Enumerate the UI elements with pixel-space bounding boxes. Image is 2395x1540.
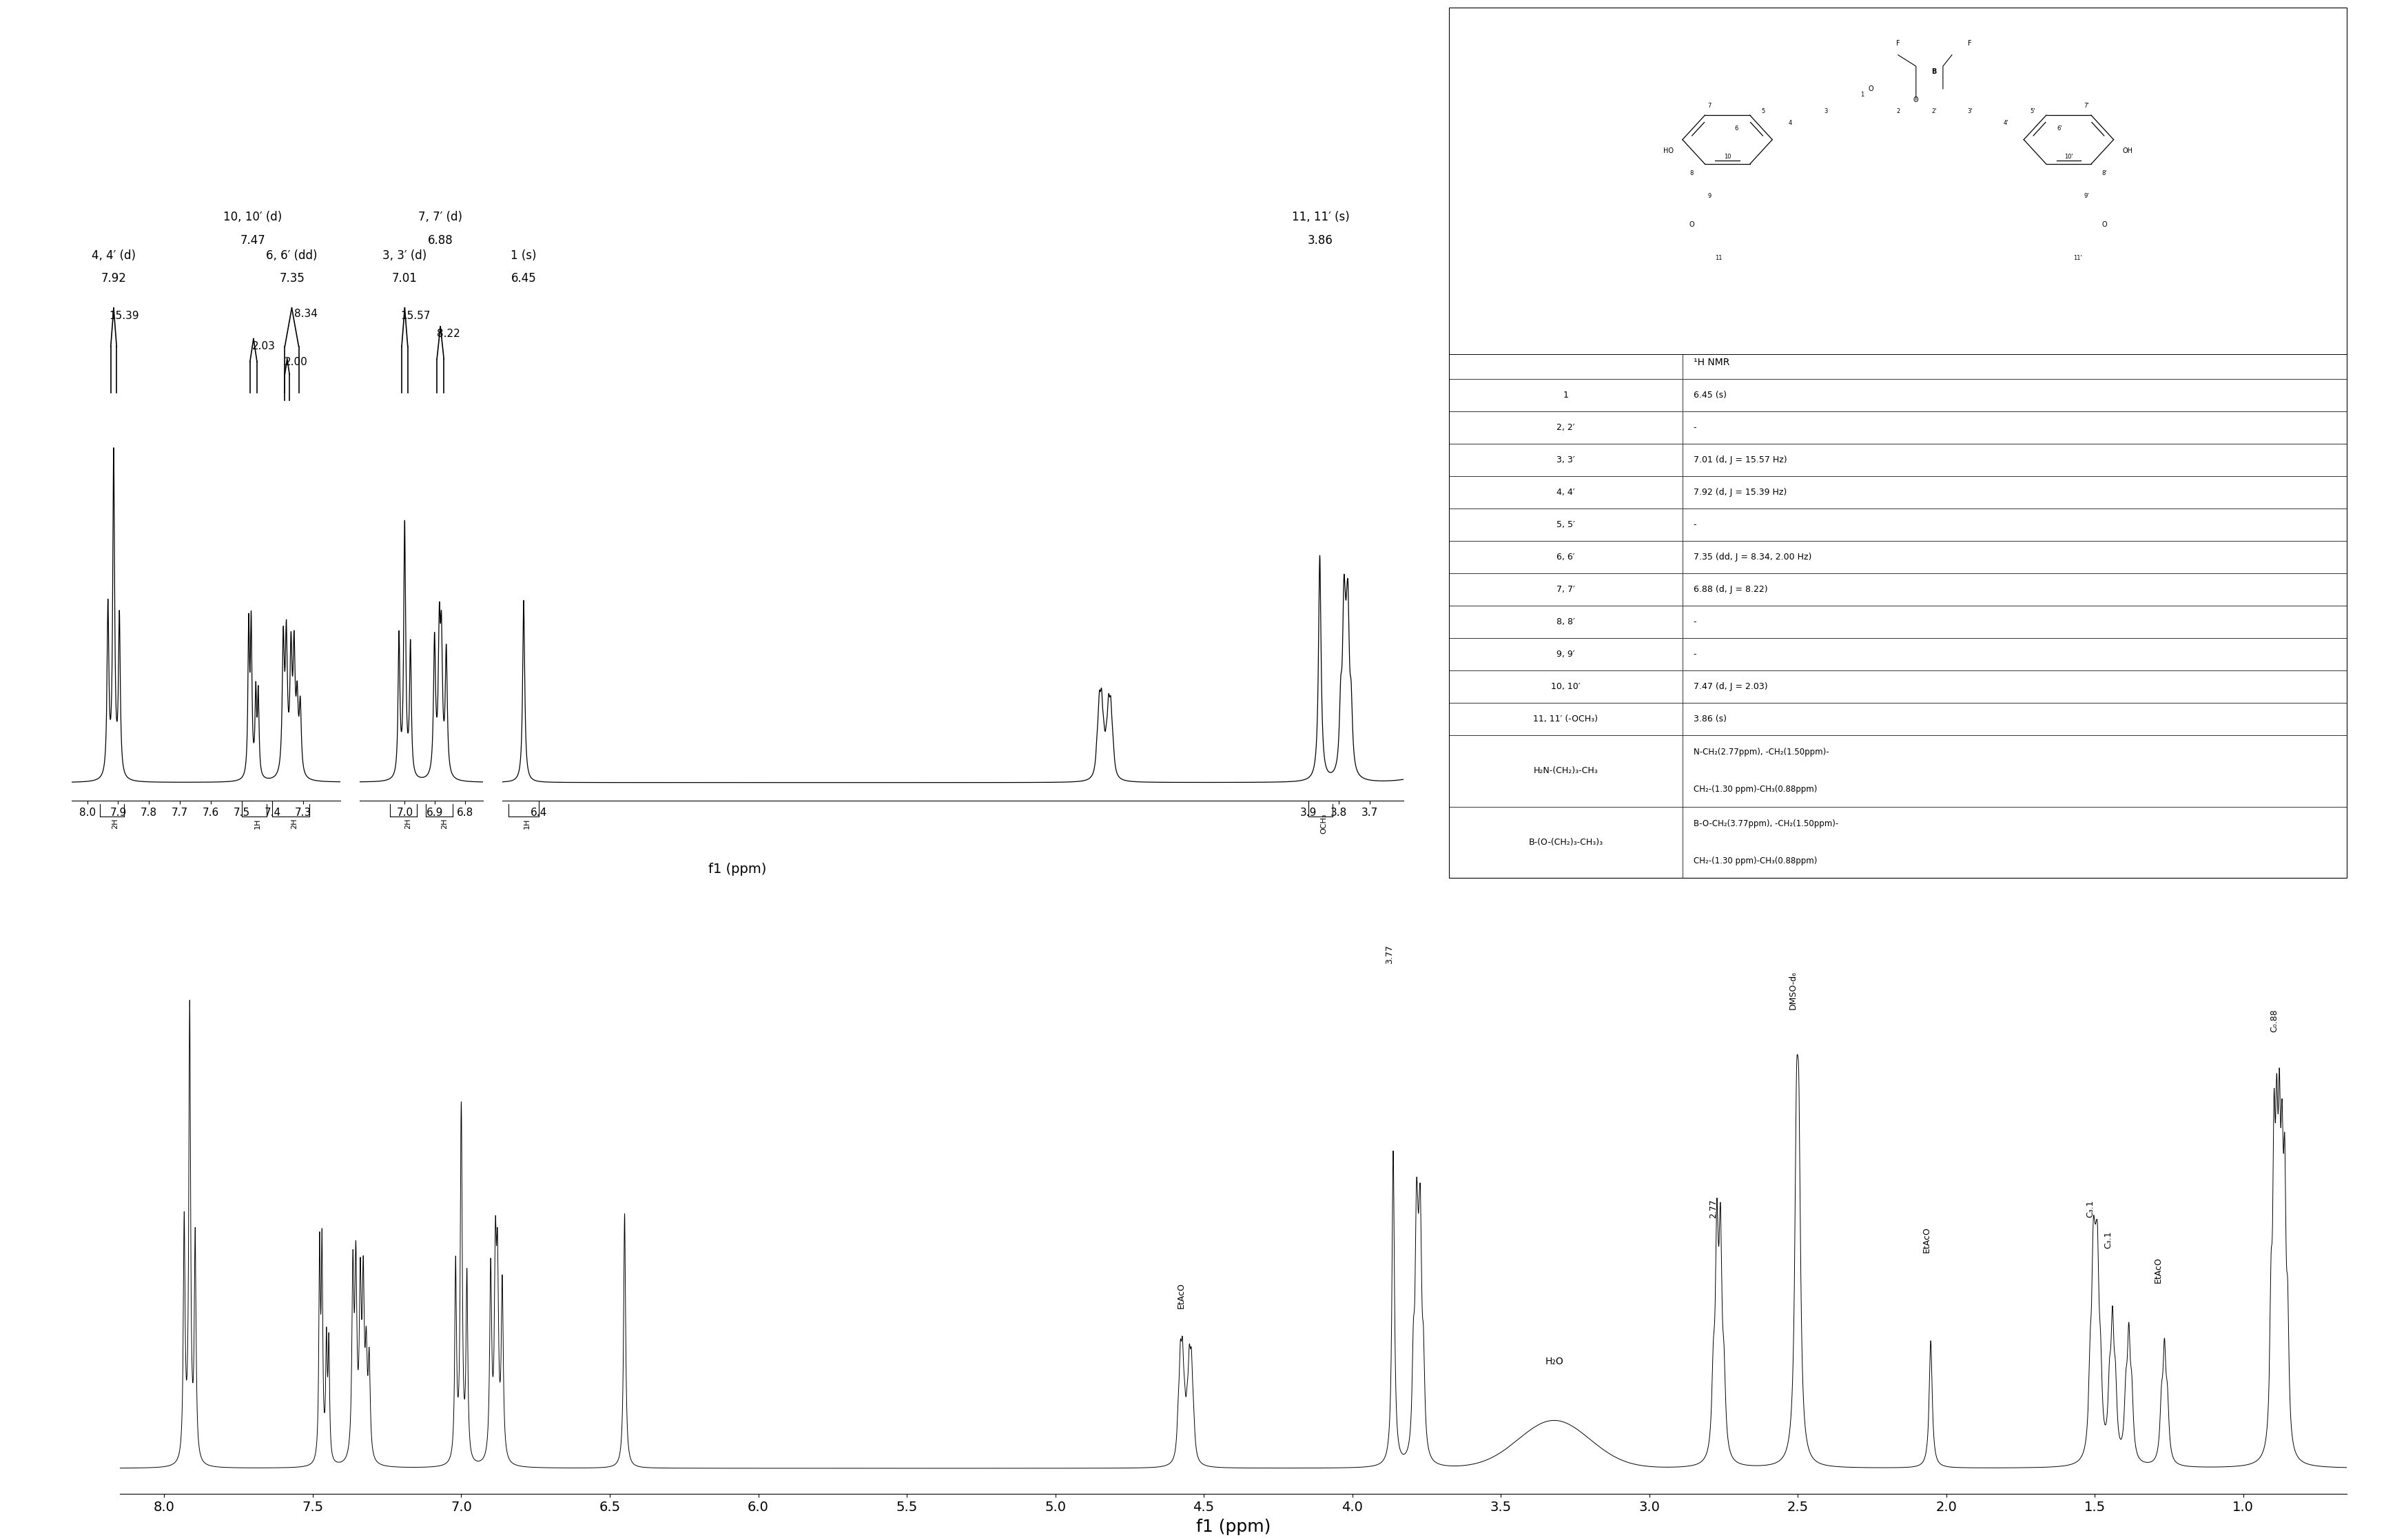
Text: 7.35 (dd, J = 8.34, 2.00 Hz): 7.35 (dd, J = 8.34, 2.00 Hz): [1693, 553, 1811, 562]
Text: 7.01: 7.01: [393, 273, 417, 285]
Text: 11: 11: [1715, 256, 1722, 262]
Text: 7.47: 7.47: [240, 234, 266, 246]
Text: O: O: [1688, 220, 1693, 228]
Text: 7.35: 7.35: [280, 273, 304, 285]
Text: 9: 9: [1708, 192, 1712, 199]
Text: 2H: 2H: [405, 819, 412, 829]
Text: 7.01 (d, J = 15.57 Hz): 7.01 (d, J = 15.57 Hz): [1693, 456, 1787, 465]
Text: CH₂-(1.30 ppm)-CH₃(0.88ppm): CH₂-(1.30 ppm)-CH₃(0.88ppm): [1693, 785, 1818, 795]
Text: 10: 10: [1724, 154, 1732, 160]
Text: 8, 8′: 8, 8′: [1557, 618, 1576, 627]
Text: 4': 4': [2002, 120, 2009, 126]
Text: B-(O-(CH₂)₃-CH₃)₃: B-(O-(CH₂)₃-CH₃)₃: [1528, 838, 1602, 847]
Text: O: O: [1868, 85, 1873, 92]
Text: 8.34: 8.34: [295, 310, 316, 319]
Text: 1: 1: [1861, 91, 1863, 97]
Text: 7, 7′: 7, 7′: [1557, 585, 1576, 594]
Text: 8: 8: [1688, 171, 1693, 177]
Text: H₂O: H₂O: [1545, 1357, 1564, 1366]
Text: 7.92: 7.92: [101, 273, 127, 285]
Text: 6: 6: [1734, 125, 1739, 131]
Text: OCH₃: OCH₃: [1320, 813, 1327, 835]
Text: F: F: [1969, 40, 1971, 48]
Text: 5': 5': [2031, 108, 2036, 114]
Text: N-CH₂(2.77ppm), -CH₂(1.50ppm)-: N-CH₂(2.77ppm), -CH₂(1.50ppm)-: [1693, 748, 1830, 756]
Text: 2: 2: [1897, 108, 1899, 114]
Text: 7, 7′ (d): 7, 7′ (d): [419, 211, 462, 223]
X-axis label: f1 (ppm): f1 (ppm): [1195, 1518, 1272, 1535]
Text: 6, 6′ (dd): 6, 6′ (dd): [266, 249, 319, 262]
Text: C₃.1: C₃.1: [2086, 1200, 2096, 1218]
Text: C₀.88: C₀.88: [2270, 1009, 2278, 1032]
Text: 4, 4′: 4, 4′: [1557, 488, 1576, 497]
Text: 3: 3: [1825, 108, 1827, 114]
Text: 10, 10′: 10, 10′: [1552, 682, 1581, 691]
Text: 11, 11′ (s): 11, 11′ (s): [1291, 211, 1348, 223]
Text: 6.88: 6.88: [429, 234, 453, 246]
Text: 3, 3′: 3, 3′: [1557, 456, 1576, 465]
Text: 8': 8': [2103, 171, 2108, 177]
Text: 5: 5: [1760, 108, 1765, 114]
Text: EtAcO: EtAcO: [2153, 1257, 2163, 1283]
Text: 2': 2': [1930, 108, 1938, 114]
Text: 6, 6′: 6, 6′: [1557, 553, 1576, 562]
Text: 2.03: 2.03: [251, 342, 275, 351]
Text: 15.39: 15.39: [110, 311, 139, 320]
Text: O: O: [2103, 220, 2108, 228]
Text: CH₂-(1.30 ppm)-CH₃(0.88ppm): CH₂-(1.30 ppm)-CH₃(0.88ppm): [1693, 856, 1818, 865]
Text: 10': 10': [2064, 154, 2074, 160]
Text: 7': 7': [2084, 103, 2088, 109]
Text: H₂N-(CH₂)₃-CH₃: H₂N-(CH₂)₃-CH₃: [1533, 767, 1597, 775]
Text: 2H: 2H: [441, 819, 448, 829]
Text: F: F: [1897, 40, 1899, 48]
Text: 2H: 2H: [292, 819, 297, 829]
Text: C₃.1: C₃.1: [2103, 1230, 2112, 1249]
Text: 6': 6': [2057, 125, 2062, 131]
Text: 2.00: 2.00: [285, 357, 309, 367]
Text: -: -: [1693, 424, 1696, 431]
Text: 8.22: 8.22: [436, 330, 460, 339]
Text: OH: OH: [2122, 148, 2134, 154]
Text: 3.86 (s): 3.86 (s): [1693, 715, 1727, 724]
Text: 3.77: 3.77: [1384, 946, 1394, 964]
Text: 3.86: 3.86: [1308, 234, 1334, 246]
Text: EtAcO: EtAcO: [1923, 1226, 1930, 1252]
Text: 4: 4: [1789, 120, 1791, 126]
Text: B-O-CH₂(3.77ppm), -CH₂(1.50ppm)-: B-O-CH₂(3.77ppm), -CH₂(1.50ppm)-: [1693, 819, 1837, 829]
Text: 7.92 (d, J = 15.39 Hz): 7.92 (d, J = 15.39 Hz): [1693, 488, 1787, 497]
Text: O: O: [1914, 97, 1918, 103]
Text: 10, 10′ (d): 10, 10′ (d): [223, 211, 283, 223]
Text: 5, 5′: 5, 5′: [1557, 521, 1576, 530]
Text: 3': 3': [1966, 108, 1973, 114]
Text: -: -: [1693, 521, 1696, 530]
Text: 4, 4′ (d): 4, 4′ (d): [91, 249, 137, 262]
Text: 9': 9': [2084, 192, 2088, 199]
Text: ¹H NMR: ¹H NMR: [1693, 357, 1729, 368]
Text: DMSO-d₆: DMSO-d₆: [1789, 970, 1799, 1009]
Text: 7: 7: [1708, 103, 1712, 109]
Text: 2, 2′: 2, 2′: [1557, 424, 1576, 431]
Text: 3, 3′ (d): 3, 3′ (d): [383, 249, 426, 262]
Text: -: -: [1693, 618, 1696, 627]
Text: HO: HO: [1662, 148, 1674, 154]
Text: 9, 9′: 9, 9′: [1557, 650, 1576, 659]
Text: 6.45 (s): 6.45 (s): [1693, 391, 1727, 399]
Text: 1H: 1H: [525, 819, 532, 829]
Text: 2.77: 2.77: [1708, 1200, 1717, 1218]
Text: 6.45: 6.45: [510, 273, 536, 285]
Text: 1H: 1H: [254, 819, 261, 829]
Text: 6.88 (d, J = 8.22): 6.88 (d, J = 8.22): [1693, 585, 1768, 594]
Text: 11, 11′ (-OCH₃): 11, 11′ (-OCH₃): [1533, 715, 1597, 724]
Text: 1: 1: [1564, 391, 1569, 399]
Text: 2H: 2H: [113, 819, 120, 829]
Text: EtAcO: EtAcO: [1176, 1283, 1186, 1309]
Text: 1 (s): 1 (s): [510, 249, 536, 262]
Text: 7.47 (d, J = 2.03): 7.47 (d, J = 2.03): [1693, 682, 1768, 691]
Text: 11': 11': [2074, 256, 2081, 262]
Text: 15.57: 15.57: [400, 311, 431, 320]
Text: B: B: [1930, 68, 1938, 75]
Text: f1 (ppm): f1 (ppm): [709, 862, 766, 876]
Text: -: -: [1693, 650, 1696, 659]
